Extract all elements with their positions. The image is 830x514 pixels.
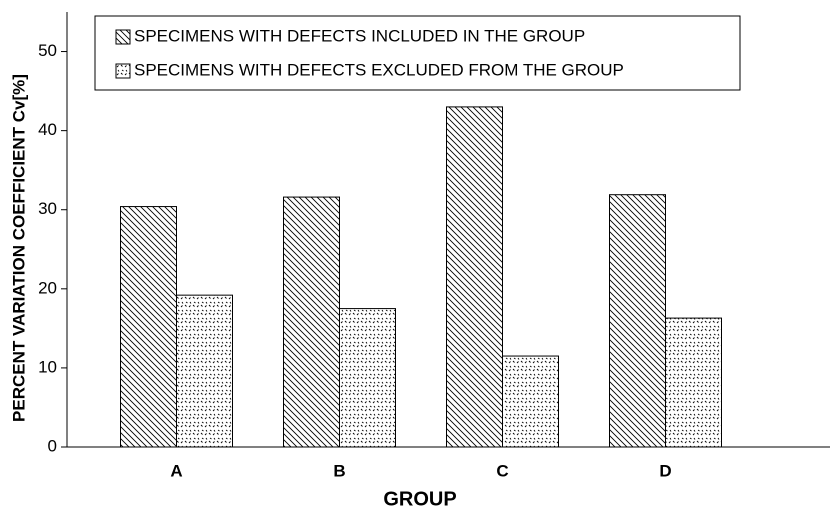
legend-label: SPECIMENS WITH DEFECTS INCLUDED IN THE G…: [134, 26, 585, 45]
bar: [502, 355, 559, 448]
x-tick-label: D: [659, 461, 671, 480]
bar: [339, 308, 396, 448]
y-tick-label: 50: [38, 41, 57, 60]
y-tick-label: 20: [38, 278, 57, 297]
legend-swatch: [115, 29, 131, 45]
y-axis-title: PERCENT VARIATION COEFFICIENT Cv[%]: [9, 74, 28, 422]
legend-label: SPECIMENS WITH DEFECTS EXCLUDED FROM THE…: [134, 60, 624, 79]
bar: [665, 317, 722, 448]
y-tick-label: 10: [38, 357, 57, 376]
x-tick-label: C: [496, 461, 508, 480]
y-tick-label: 0: [48, 436, 57, 455]
legend-box: [94, 15, 741, 91]
y-tick-label: 30: [38, 199, 57, 218]
legend-swatch: [115, 63, 131, 79]
bar: [176, 294, 233, 448]
y-tick-label: 40: [38, 120, 57, 139]
x-axis-title: GROUP: [383, 488, 456, 510]
bar: [120, 206, 177, 448]
x-tick-label: A: [170, 461, 182, 480]
bar: [609, 194, 666, 448]
x-tick-label: B: [333, 461, 345, 480]
bar: [283, 196, 340, 448]
bar: [446, 106, 503, 448]
